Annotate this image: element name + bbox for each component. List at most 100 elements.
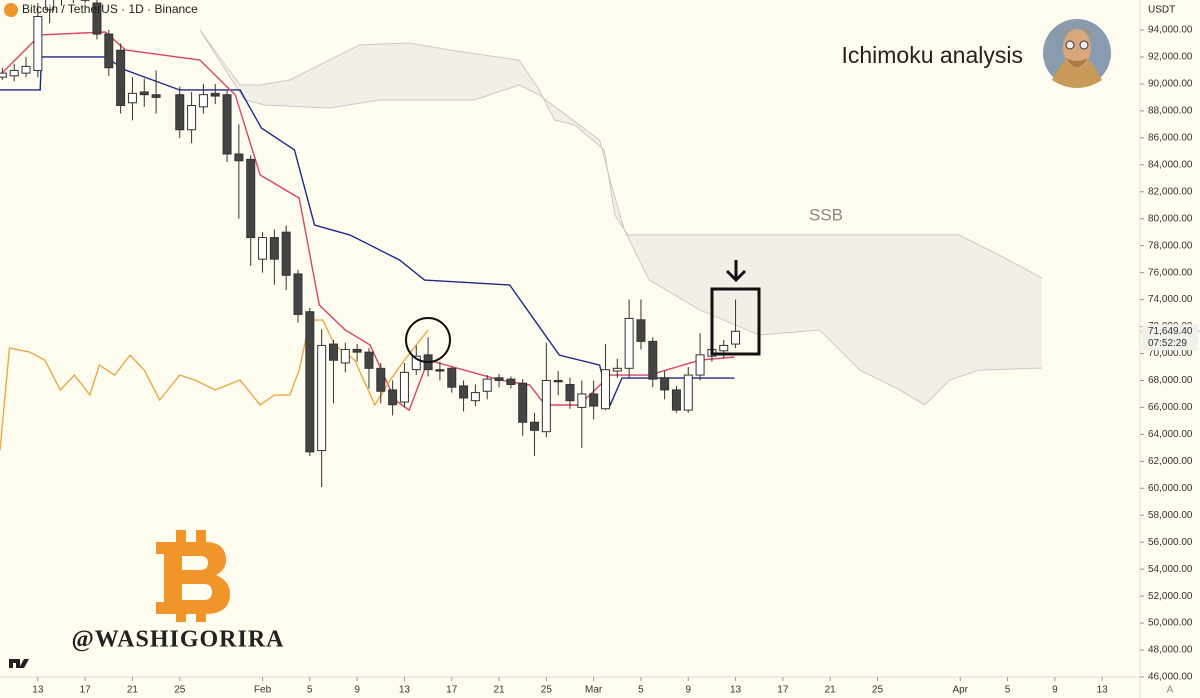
x-tick-label: 9 bbox=[354, 685, 360, 696]
candle-body bbox=[577, 393, 587, 408]
author-label: @WASHIGORIRA bbox=[71, 627, 284, 653]
candle-body bbox=[187, 104, 197, 131]
candle-body bbox=[589, 393, 599, 407]
y-tick-label: 78,000.00 bbox=[1148, 240, 1193, 251]
last-price-tag bbox=[1142, 324, 1198, 351]
candle-body bbox=[482, 378, 492, 392]
y-tick-label: 68,000.00 bbox=[1148, 375, 1193, 386]
candle-body bbox=[151, 94, 161, 98]
candle-body bbox=[376, 367, 386, 392]
candle-body bbox=[352, 348, 362, 353]
candle-body bbox=[565, 384, 575, 402]
x-tick-label: 13 bbox=[399, 685, 411, 696]
candle-body bbox=[636, 319, 646, 342]
candle-body bbox=[92, 2, 102, 35]
scale-mode: A bbox=[1167, 685, 1174, 696]
candle-body bbox=[175, 94, 185, 131]
x-tick-label: 25 bbox=[541, 685, 553, 696]
x-tick-label: 13 bbox=[32, 685, 44, 696]
candle-body bbox=[494, 377, 504, 381]
y-tick-label: 90,000.00 bbox=[1148, 79, 1193, 90]
candle-body bbox=[364, 351, 374, 369]
candle-body bbox=[624, 317, 634, 369]
candle-body bbox=[210, 92, 220, 97]
arrow bbox=[725, 260, 747, 283]
candle-body bbox=[435, 369, 445, 372]
y-tick-label: 80,000.00 bbox=[1148, 213, 1193, 224]
candle-body bbox=[222, 94, 232, 155]
y-tick-label: 88,000.00 bbox=[1148, 106, 1193, 117]
cloud-label: SSB bbox=[809, 205, 843, 224]
x-tick-label: 25 bbox=[872, 685, 884, 696]
candle-body bbox=[411, 355, 421, 371]
candle-body bbox=[104, 33, 114, 69]
y-tick-label: 92,000.00 bbox=[1148, 52, 1193, 63]
x-tick-label: 21 bbox=[825, 685, 837, 696]
highlight-box bbox=[710, 287, 761, 356]
candle-body bbox=[660, 377, 670, 391]
y-tick-label: 94,000.00 bbox=[1148, 25, 1193, 36]
y-tick-label: 58,000.00 bbox=[1148, 510, 1193, 521]
currency-label: USDT bbox=[1148, 5, 1175, 16]
candle-body bbox=[447, 367, 457, 388]
candle-body bbox=[553, 379, 563, 383]
candle-body bbox=[281, 231, 291, 276]
cloud-edge bbox=[199, 29, 1042, 406]
candle-body bbox=[683, 374, 693, 411]
y-tick-label: 60,000.00 bbox=[1148, 483, 1193, 494]
avatar bbox=[1043, 19, 1111, 88]
y-tick-label: 64,000.00 bbox=[1148, 429, 1193, 440]
x-tick-label: Feb bbox=[254, 685, 272, 696]
candle-body bbox=[234, 153, 244, 162]
candle-body bbox=[719, 344, 729, 352]
y-tick-label: 74,000.00 bbox=[1148, 294, 1193, 305]
x-tick-label: 21 bbox=[493, 685, 505, 696]
y-tick-label: 52,000.00 bbox=[1148, 591, 1193, 602]
y-tick-label: 84,000.00 bbox=[1148, 159, 1193, 170]
candle-body bbox=[305, 311, 315, 453]
candle-body bbox=[600, 369, 610, 410]
y-tick-label: 66,000.00 bbox=[1148, 402, 1193, 413]
candle-body bbox=[388, 389, 398, 406]
timer-label: 07:52:29 bbox=[1148, 338, 1187, 349]
x-tick-label: 9 bbox=[685, 685, 691, 696]
x-tick-label: Mar bbox=[585, 685, 603, 696]
candle-body bbox=[116, 49, 126, 106]
candle-body bbox=[459, 385, 469, 399]
y-tick-label: 48,000.00 bbox=[1148, 645, 1193, 656]
candle-body bbox=[293, 273, 303, 315]
candle-body bbox=[21, 65, 31, 74]
symbol-icon bbox=[4, 3, 18, 17]
x-tick-label: 13 bbox=[1097, 685, 1109, 696]
candle-body bbox=[45, 0, 55, 11]
candle-body bbox=[506, 378, 516, 386]
y-tick-label: 70,000.00 bbox=[1148, 348, 1193, 359]
candle-body bbox=[470, 392, 480, 402]
x-tick-label: 17 bbox=[80, 685, 92, 696]
y-tick-label: 54,000.00 bbox=[1148, 564, 1193, 575]
bitcoin-logo bbox=[156, 530, 230, 622]
x-tick-label: 25 bbox=[174, 685, 186, 696]
x-tick-label: 17 bbox=[777, 685, 789, 696]
candle-body bbox=[33, 16, 43, 71]
last-price-label: 71,649.40 bbox=[1148, 326, 1193, 337]
y-tick-label: 46,000.00 bbox=[1148, 672, 1193, 683]
x-tick-label: 5 bbox=[307, 685, 313, 696]
candle-body bbox=[731, 330, 741, 345]
candle-body bbox=[399, 371, 409, 403]
candle-body bbox=[541, 379, 551, 433]
plot-area bbox=[0, 0, 1043, 487]
candle-body bbox=[340, 348, 350, 364]
candle-body bbox=[258, 237, 268, 260]
x-tick-label: 21 bbox=[127, 685, 139, 696]
candle-body bbox=[518, 382, 528, 423]
headline: Ichimoku analysis bbox=[841, 42, 1023, 68]
candle-body bbox=[317, 344, 327, 452]
candle-body bbox=[0, 72, 7, 78]
x-tick-label: 5 bbox=[1005, 685, 1011, 696]
x-tick-label: 17 bbox=[446, 685, 458, 696]
candle-body bbox=[530, 421, 540, 431]
chart-title: Bitcoin / TetherUS · 1D · Binance bbox=[22, 2, 198, 16]
x-tick-label: Apr bbox=[952, 685, 968, 696]
